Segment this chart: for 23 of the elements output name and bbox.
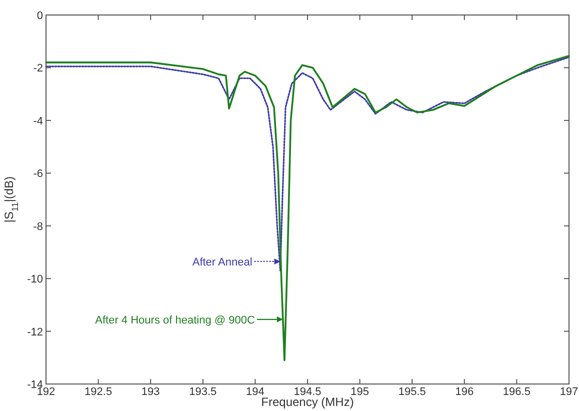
x-tick-label: 196 — [455, 386, 474, 398]
x-tick-label: 192 — [36, 386, 56, 398]
y-tick-label: 0 — [36, 10, 43, 22]
y-tick-label: -10 — [27, 274, 43, 286]
annotation: After 4 Hours of heating @ 900C — [95, 314, 255, 326]
x-tick-label: 195 — [350, 386, 369, 398]
line-series — [45, 56, 570, 272]
y-tick-label: -8 — [33, 220, 43, 233]
x-tick-label: 192.5 — [84, 386, 112, 398]
line-series — [45, 54, 570, 362]
y-tick-label: -12 — [27, 326, 43, 338]
x-tick-label: 193.5 — [189, 386, 217, 398]
y-tick-label: -6 — [33, 168, 43, 180]
x-tick-label: 194.5 — [294, 386, 322, 398]
x-tick-label: 196.5 — [502, 386, 530, 398]
x-axis-title: Frequency (MHz) — [261, 395, 354, 409]
y-tick-label: -4 — [33, 115, 43, 128]
y-tick-label: -2 — [33, 62, 43, 75]
x-tick-label: 193 — [141, 386, 160, 398]
x-tick-label: 195.5 — [398, 386, 426, 398]
annotation: After Anneal — [192, 256, 252, 268]
x-tick-label: 194 — [246, 386, 264, 398]
x-tick-label: 197 — [560, 386, 578, 398]
